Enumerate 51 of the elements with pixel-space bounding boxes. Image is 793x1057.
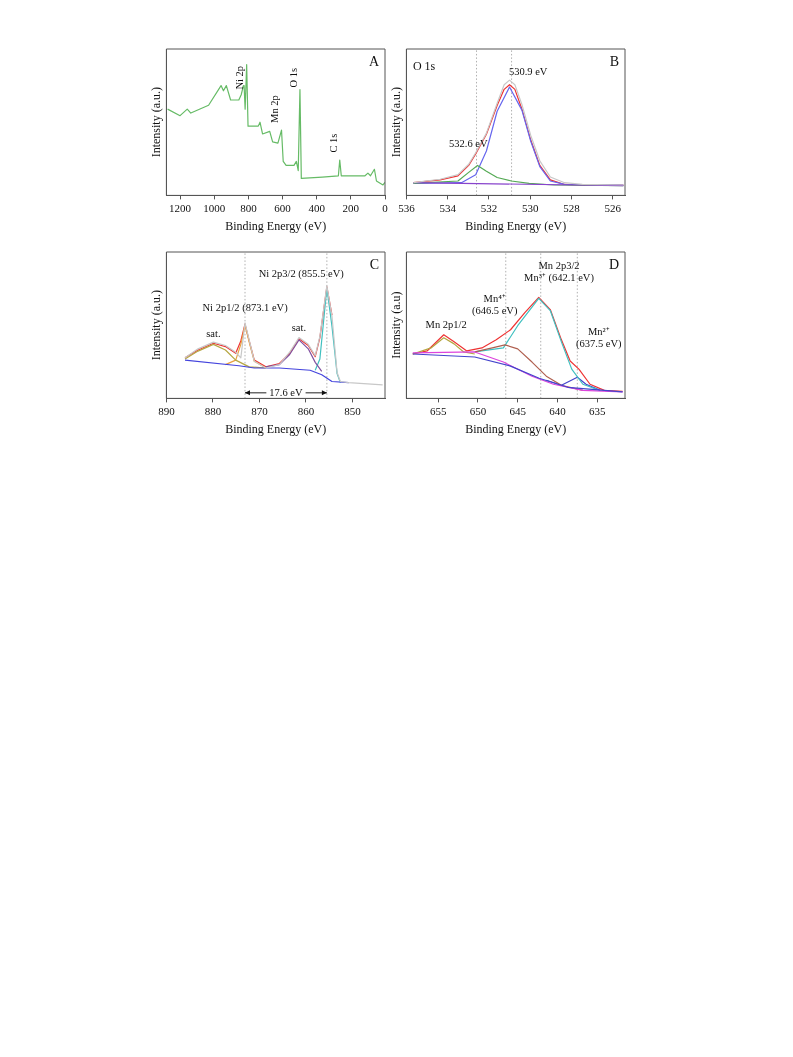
chart-title: C	[369, 256, 379, 272]
annotation: Mn²⁺ (637.5 eV)	[576, 325, 623, 350]
x-tick-label: 850	[344, 404, 362, 417]
x-tick-label: 800	[240, 201, 258, 214]
x-tick-label: 400	[308, 201, 326, 214]
x-tick-label: 526	[604, 201, 622, 214]
x-tick-label: 890	[158, 404, 176, 417]
x-tick-label: 1200	[169, 201, 192, 214]
text: Mn 2p3/2 Mn³⁺ (642.1 eV)	[524, 259, 595, 284]
annotation: O 1s	[288, 67, 300, 88]
x-axis-title: Binding Energy (eV)	[225, 218, 327, 233]
annotation: 532.6 eV	[449, 138, 488, 150]
x-tick-label: 635	[588, 404, 606, 417]
annotation: Mn 2p1/2	[425, 319, 467, 331]
annotation: Ni 2p	[233, 65, 245, 90]
y-axis-title: Intensity (a.u.)	[149, 87, 164, 158]
annotation: Mn⁴⁺ (646.5 eV)	[471, 293, 518, 318]
x-tick-label: 880	[204, 404, 222, 417]
x-axis-title: Binding Energy (eV)	[225, 421, 327, 436]
chart-title: B	[609, 53, 619, 69]
annotation: Ni 2p1/2 (873.1 eV)	[202, 302, 289, 315]
x-tick-label: 645	[509, 404, 527, 417]
x-tick-label: 200	[342, 201, 360, 214]
x-tick-label: 0	[382, 201, 389, 214]
x-axis-title: Binding Energy (eV)	[465, 218, 567, 233]
annotation: C 1s	[327, 133, 339, 153]
text: Ni 2p3/2 (855.5 eV)	[258, 268, 345, 281]
x-tick-label: 1000	[203, 201, 226, 214]
x-tick-label: 640	[549, 404, 567, 417]
x-tick-label: 534	[439, 201, 457, 214]
x-axis-title: Binding Energy (eV)	[465, 421, 567, 436]
x-tick-label: 655	[429, 404, 447, 417]
x-tick-label: 532	[480, 201, 498, 214]
x-tick-label: 870	[251, 404, 269, 417]
y-axis-title: Intensity (a.u.)	[149, 290, 164, 361]
y-axis-title: Intensity (a.u)	[389, 291, 404, 359]
x-tick-label: 860	[297, 404, 315, 417]
chart-title: D	[608, 256, 619, 272]
chart-title: A	[368, 53, 380, 69]
annotation: sat.	[291, 322, 307, 334]
annotation: Mn 2p	[269, 95, 281, 123]
annotation: sat.	[206, 328, 221, 340]
x-tick-label: 650	[469, 404, 487, 417]
x-tick-label: 536	[398, 201, 416, 214]
text: O 1s	[412, 58, 436, 73]
x-tick-label: 528	[563, 201, 581, 214]
text: 530.9 eV	[508, 65, 548, 77]
x-tick-label: 530	[521, 201, 539, 214]
x-tick-label: 600	[274, 201, 292, 214]
annotation: 17.6 eV	[269, 386, 304, 398]
y-axis-title: Intensity (a.u.)	[389, 87, 404, 158]
